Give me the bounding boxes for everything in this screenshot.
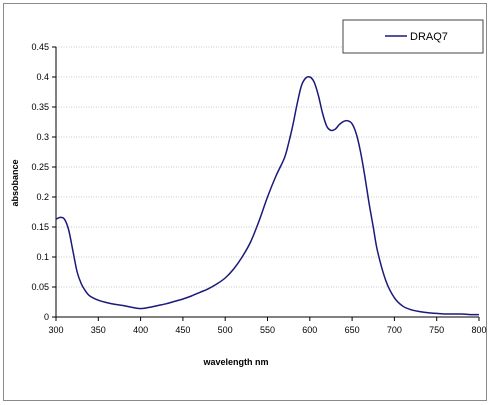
x-tick-label-4: 500 bbox=[218, 325, 233, 335]
y-tick-label-7: 0.35 bbox=[31, 102, 49, 112]
x-tick-label-1: 350 bbox=[91, 325, 106, 335]
x-tick-label-0: 300 bbox=[48, 325, 63, 335]
y-tick-label-3: 0.15 bbox=[31, 222, 49, 232]
chart-svg: 0 0.05 0.1 0.15 0.2 0.25 0.3 0.35 0.4 0.45 300 350 4… bbox=[10, 19, 487, 367]
x-tick-label-7: 650 bbox=[345, 325, 360, 335]
grid bbox=[56, 46, 479, 288]
chart-frame: 0 0.05 0.1 0.15 0.2 0.25 0.3 0.35 0.4 0.45 300 350 4… bbox=[3, 3, 487, 401]
y-tick-label-2: 0.1 bbox=[36, 252, 49, 262]
x-tick-label-5: 550 bbox=[260, 325, 275, 335]
legend-label: DRAQ7 bbox=[410, 31, 448, 43]
x-tick-label-3: 450 bbox=[175, 325, 190, 335]
y-tick-label-8: 0.4 bbox=[36, 72, 49, 82]
y-axis-title: absobance bbox=[10, 159, 20, 206]
y-tick-label-0: 0 bbox=[44, 312, 49, 322]
axes bbox=[52, 46, 480, 321]
y-tick-label-6: 0.3 bbox=[36, 132, 49, 142]
x-axis-title: wavelength nm bbox=[202, 357, 268, 367]
x-tick-label-6: 600 bbox=[302, 325, 317, 335]
y-tick-label-4: 0.2 bbox=[36, 192, 49, 202]
y-tick-label-5: 0.25 bbox=[31, 162, 49, 172]
y-tick-label-1: 0.05 bbox=[31, 282, 49, 292]
x-tick-label-8: 700 bbox=[387, 325, 402, 335]
legend: DRAQ7 bbox=[342, 19, 484, 54]
x-tick-label-10: 800 bbox=[471, 325, 486, 335]
series-line-draq7 bbox=[55, 75, 480, 316]
legend-box bbox=[342, 19, 484, 54]
x-tick-label-9: 750 bbox=[429, 325, 444, 335]
tick-labels: 0 0.05 0.1 0.15 0.2 0.25 0.3 0.35 0.4 0.45 300 350 4… bbox=[31, 42, 486, 335]
y-tick-label-9: 0.45 bbox=[31, 42, 49, 52]
x-tick-label-2: 400 bbox=[133, 325, 148, 335]
